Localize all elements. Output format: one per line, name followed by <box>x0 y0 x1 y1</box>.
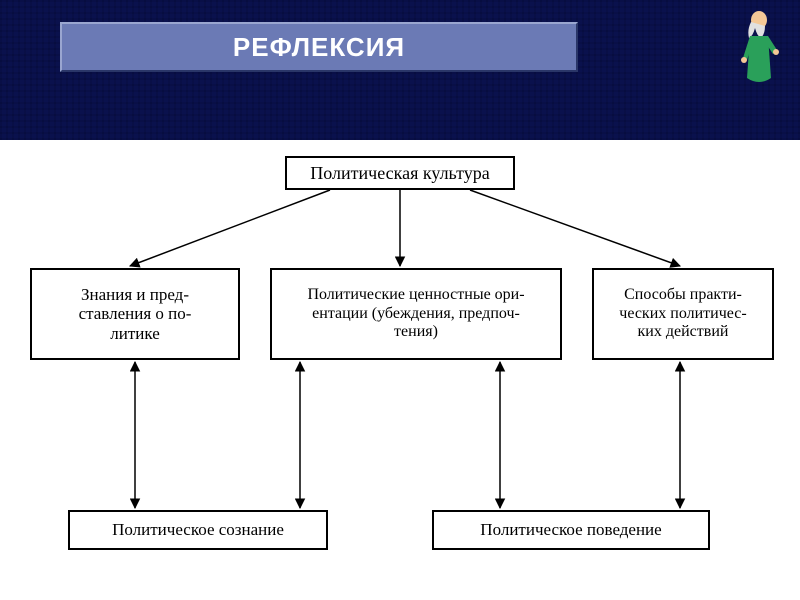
node-label: Способы практи- ческих политичес- ких де… <box>619 286 746 341</box>
slide-title: РЕФЛЕКСИЯ <box>233 32 405 63</box>
node-values: Политические ценностные ори- ентации (уб… <box>270 268 562 360</box>
slide-header: РЕФЛЕКСИЯ <box>0 0 800 140</box>
philosopher-icon <box>737 8 782 88</box>
node-label: Политическая культура <box>310 163 489 184</box>
node-label: Политическое сознание <box>112 520 284 540</box>
edge-root-ways <box>470 190 680 266</box>
node-know: Знания и пред- ставления о по- литике <box>30 268 240 360</box>
node-behav: Политическое поведение <box>432 510 710 550</box>
node-consc: Политическое сознание <box>68 510 328 550</box>
title-box: РЕФЛЕКСИЯ <box>60 22 578 72</box>
node-label: Политическое поведение <box>480 520 661 540</box>
node-root: Политическая культура <box>285 156 515 190</box>
edge-root-know <box>130 190 330 266</box>
flowchart-diagram: Политическая культура Знания и пред- став… <box>0 140 800 600</box>
node-label: Политические ценностные ори- ентации (уб… <box>307 286 524 341</box>
node-label: Знания и пред- ставления о по- литике <box>79 285 192 344</box>
node-ways: Способы практи- ческих политичес- ких де… <box>592 268 774 360</box>
